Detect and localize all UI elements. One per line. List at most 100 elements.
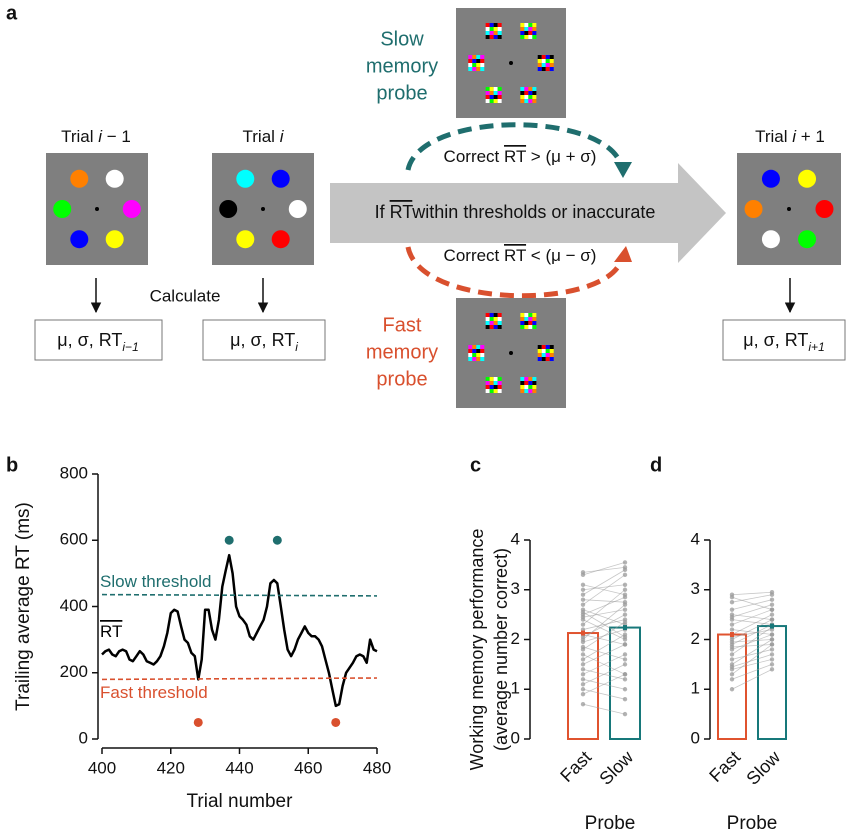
data-point [769,647,775,652]
data-point [769,657,775,662]
fast-probe-label: probe [376,368,427,390]
data-point [580,592,586,597]
probe-cell [489,95,494,99]
probe-cell [532,385,537,389]
stats-label: μ, σ, RTi+1 [743,330,825,354]
data-point [769,652,775,657]
data-point [622,677,628,682]
data-point [580,609,586,615]
pair-line [582,621,626,650]
probe-cell [480,59,485,63]
x-tick-label: 400 [88,758,116,777]
data-point [769,592,775,597]
fixation [261,207,265,211]
data-point [580,602,586,607]
data-point [769,642,775,647]
data-point [729,672,735,677]
probe-cell [532,91,537,95]
probe-cell [545,345,550,349]
stimulus-dot [236,169,255,188]
pair-line [731,624,773,645]
probe-cell [520,91,525,95]
probe-cell [532,321,537,325]
pair-line [731,644,773,675]
data-point [729,687,735,692]
y-tick-label: 4 [511,529,520,548]
data-point [622,595,628,600]
slow-probe-label: probe [376,82,427,104]
probe-cell [528,381,533,385]
probe-cell [497,385,502,389]
y-tick-label: 1 [691,679,700,698]
stimulus-dot [744,200,763,218]
probe-cell [497,31,502,35]
probe-cell [545,357,550,361]
probe-cell [489,313,494,317]
data-point [622,607,628,612]
probe-cell [532,317,537,321]
probe-cell [541,59,546,63]
probe-cell [541,357,546,361]
probe-cell [524,317,529,321]
data-point [622,634,628,640]
probe-cell [497,23,502,27]
probe-cell [468,55,473,59]
probe-cell [541,345,546,349]
probe-cell [485,321,490,325]
fast-probe-label: memory [366,341,438,363]
pair-line [582,611,626,638]
probe-cell [480,353,485,357]
y-tick-label: 400 [60,596,88,615]
probe-cell [541,349,546,353]
x-tick-label: 440 [225,758,253,777]
probe-cell [485,377,490,381]
probe-cell [472,353,477,357]
stimulus-dot [105,169,124,188]
probe-cell [497,87,502,91]
pair-line [731,604,773,618]
probe-cell [497,35,502,39]
fast-arrowhead [614,246,632,262]
pair-line [731,626,773,655]
data-point [769,617,775,622]
probe-cell [537,63,542,67]
pair-line [731,634,773,650]
probe-cell [485,95,490,99]
data-point [580,647,586,652]
probe-cell [532,377,537,381]
probe-cell [485,389,490,393]
probe-cell [537,357,542,361]
pair-line [731,649,773,660]
probe-cell [528,91,533,95]
pair-line [731,629,773,635]
pair-line [582,569,626,596]
probe-cell [524,23,529,27]
probe-cell [497,381,502,385]
stimulus-dot [288,200,307,218]
probe-cell [532,87,537,91]
x-tick-label: 460 [294,758,322,777]
probe-cell [472,345,477,349]
probe-cell [532,313,537,317]
data-point [622,697,628,702]
probe-cell [493,313,498,317]
probe-cell [532,35,537,39]
probe-cell [468,345,473,349]
y-axis-label: Trailing average RT (ms) [13,502,34,711]
data-point [729,595,735,600]
data-point [580,572,586,578]
probe-cell [497,389,502,393]
x-tick-label: 480 [363,758,391,777]
data-point [729,677,735,682]
y-tick-label: 3 [691,579,700,598]
pair-line [731,596,773,611]
probe-cell [537,55,542,59]
data-point [622,672,628,677]
fast-condition: Correct RT < (μ − σ) [444,246,597,265]
probe-cell [480,345,485,349]
probe-cell [520,325,525,329]
probe-cell [520,385,525,389]
stimulus-dot [105,230,124,249]
x-axis-label: Probe [727,813,778,833]
pair-line [731,664,773,680]
